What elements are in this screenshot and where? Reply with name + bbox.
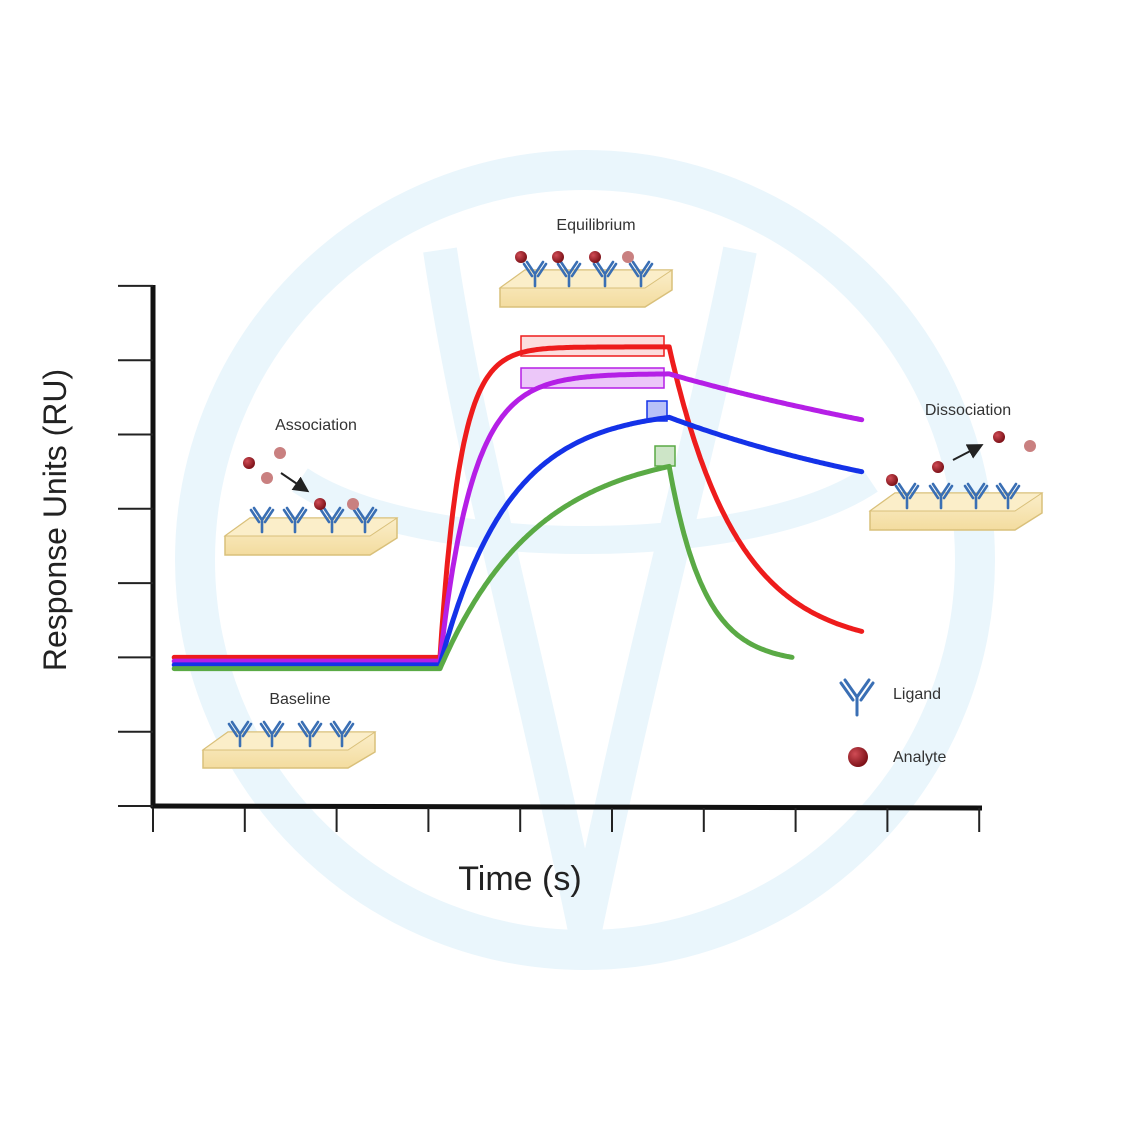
y-axis-ticks [118, 284, 153, 807]
dissociation-label: Dissociation [925, 402, 1011, 419]
sensorgram-curves [171, 344, 865, 672]
baseline-label: Baseline [269, 691, 330, 708]
x-axis [150, 803, 983, 811]
green-plateau-box [654, 445, 676, 467]
equilibrium-illustration: Equilibrium [498, 217, 674, 308]
curve-red [171, 344, 865, 660]
curve-magenta [171, 371, 865, 664]
legend: Ligand Analyte [839, 678, 946, 767]
association-label: Association [275, 417, 357, 434]
equilibrium-highlights [520, 335, 676, 467]
ligand-icon [839, 678, 875, 717]
equilibrium-label: Equilibrium [556, 217, 635, 234]
x-axis-ticks [152, 808, 981, 832]
y-axis-label: Response Units (RU) [37, 369, 73, 671]
association-illustration: Association [223, 417, 399, 556]
analyte-icon [848, 747, 868, 767]
legend-ligand-label: Ligand [893, 686, 941, 703]
baseline-illustration: Baseline [201, 691, 377, 769]
red-plateau-box [520, 335, 665, 357]
curve-green [171, 463, 795, 672]
curve-blue [171, 414, 865, 668]
dissociation-illustration: Dissociation [868, 402, 1044, 531]
x-axis-label: Time (s) [458, 860, 581, 898]
baseline-chip [201, 731, 377, 769]
blue-plateau-box [646, 400, 668, 422]
legend-analyte-label: Analyte [893, 749, 946, 766]
magenta-plateau-box [520, 367, 665, 389]
